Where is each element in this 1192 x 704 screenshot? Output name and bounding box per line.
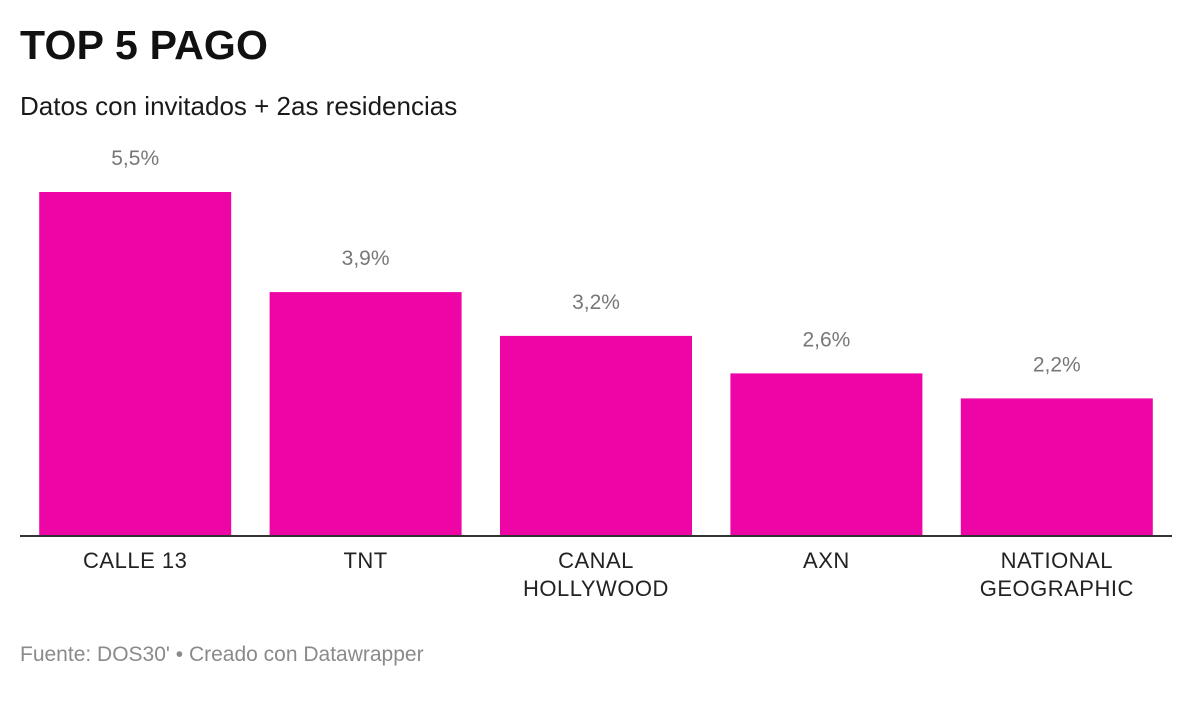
bar-value-label: 2,6%	[802, 328, 850, 351]
bar	[39, 192, 232, 536]
bar-value-label: 3,9%	[342, 247, 390, 270]
bar	[500, 335, 692, 536]
category-label: CALLE 13	[83, 548, 187, 573]
bar	[960, 398, 1153, 536]
source-credit: Fuente: DOS30' • Creado con Datawrapper	[20, 643, 424, 666]
bar	[730, 373, 923, 536]
category-label: NATIONAL	[1001, 548, 1113, 573]
bar-value-label: 5,5%	[111, 147, 159, 170]
bar	[269, 292, 462, 536]
bar-value-label: 2,2%	[1033, 353, 1081, 376]
category-label: CANAL	[558, 548, 634, 573]
category-label: HOLLYWOOD	[523, 576, 669, 601]
category-label: AXN	[803, 548, 850, 573]
category-label: TNT	[343, 548, 387, 573]
category-label: GEOGRAPHIC	[980, 576, 1134, 601]
chart-title: TOP 5 PAGO	[20, 22, 269, 68]
chart-subtitle: Datos con invitados + 2as residencias	[20, 91, 458, 121]
bar-value-label: 3,2%	[572, 291, 620, 314]
